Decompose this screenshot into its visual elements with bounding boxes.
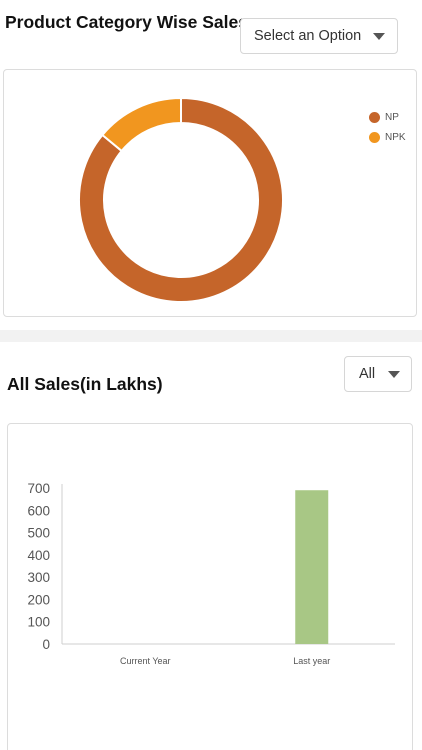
y-tick-label: 700 <box>27 481 50 496</box>
bar-chart-card <box>7 423 413 750</box>
bar-last-year[interactable] <box>295 490 329 644</box>
product-category-sales-title: Product Category Wise Sales <box>5 12 248 32</box>
all-sales-title: All Sales(in Lakhs) <box>7 374 163 394</box>
category-option-select-label: Select an Option <box>254 28 362 44</box>
bar-chart: 0 100 200 300 400 500 600 700 Current Year Last y… <box>27 481 395 666</box>
y-tick-label: 0 <box>42 637 50 652</box>
y-tick-label: 100 <box>27 615 50 630</box>
caret-down-icon <box>388 370 400 378</box>
donut-chart <box>78 96 284 303</box>
y-tick-label: 400 <box>27 548 50 563</box>
y-tick-label: 500 <box>27 526 50 541</box>
section-divider <box>0 330 422 342</box>
y-tick-label: 600 <box>27 503 50 518</box>
donut-slice-npk[interactable] <box>100 96 182 153</box>
y-tick-label: 300 <box>27 570 50 585</box>
legend-label-np: NP <box>385 111 399 123</box>
legend-item-npk[interactable]: NPK <box>369 127 406 147</box>
y-tick-label: 200 <box>27 592 50 607</box>
sales-period-select-label: All <box>359 366 376 382</box>
legend-dot-np <box>369 111 380 123</box>
donut-slice-np[interactable] <box>78 96 284 303</box>
donut-legend: NP NPK <box>369 107 406 147</box>
x-tick-label: Current Year <box>120 656 171 666</box>
caret-down-icon <box>373 32 385 40</box>
x-tick-label: Last year <box>293 656 330 666</box>
legend-item-np[interactable]: NP <box>369 107 406 127</box>
legend-label-npk: NPK <box>385 131 406 143</box>
category-option-select[interactable]: Select an Option <box>240 18 398 54</box>
sales-period-select[interactable]: All <box>344 356 412 392</box>
legend-dot-npk <box>369 131 380 143</box>
